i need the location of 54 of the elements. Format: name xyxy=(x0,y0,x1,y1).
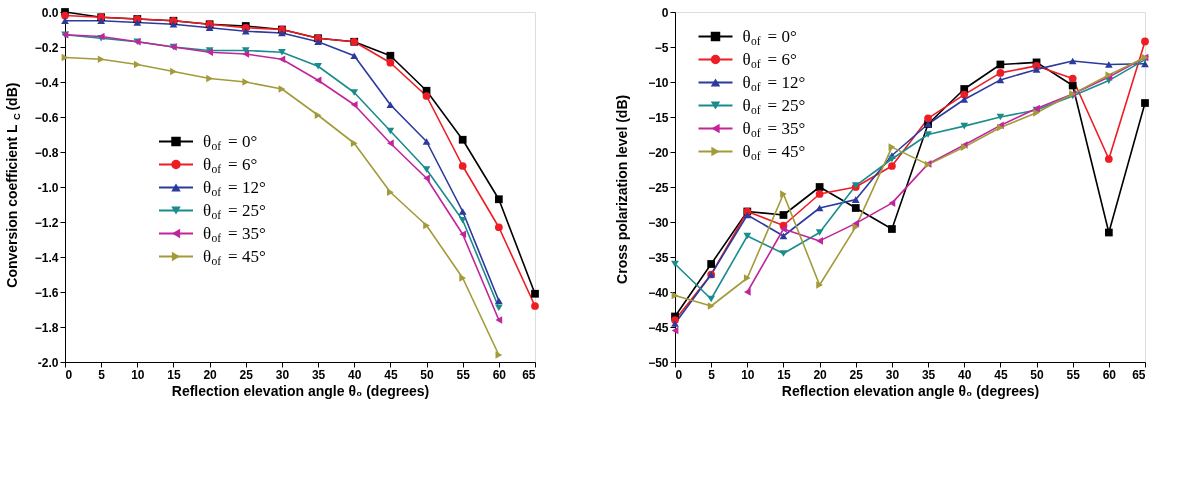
y-tick-label: −30 xyxy=(648,215,669,230)
x-axis-title: Reflection elevation angle θ₀ (degrees) xyxy=(781,382,1040,399)
x-tick-label: 35 xyxy=(921,367,936,382)
y-tick-label: −40 xyxy=(648,285,669,300)
y-tick-label: 0 xyxy=(661,5,669,20)
x-tick-label: 20 xyxy=(813,367,828,382)
y-tick-label: −50 xyxy=(648,355,669,370)
x-tick-label: 10 xyxy=(741,367,755,382)
x-tick-label: 30 xyxy=(885,367,900,382)
y-tick-label: −0.4 xyxy=(34,75,59,90)
x-tick-label: 40 xyxy=(348,367,362,382)
y-tick-label: −10 xyxy=(648,75,669,90)
x-tick-label: 40 xyxy=(958,367,972,382)
x-tick-label: 25 xyxy=(239,367,254,382)
y-tick-label: −20 xyxy=(648,145,669,160)
x-tick-label: 50 xyxy=(420,367,435,382)
y-tick-label: −1.6 xyxy=(34,285,59,300)
x-tick-label: 55 xyxy=(1066,367,1081,382)
y-axis-title: Cross polarization level (dB) xyxy=(614,94,630,284)
x-tick-label: 50 xyxy=(1030,367,1045,382)
x-tick-label: 5 xyxy=(708,367,716,382)
y-tick-label: -1.0 xyxy=(37,180,59,195)
x-tick-label: 0 xyxy=(65,367,73,382)
y-tick-label: −15 xyxy=(648,110,669,125)
x-tick-label: 10 xyxy=(131,367,145,382)
y-tick-label: −0.8 xyxy=(34,145,59,160)
y-tick-label: −0.6 xyxy=(34,110,59,125)
x-tick-label: 60 xyxy=(492,367,507,382)
x-tick-label: 35 xyxy=(311,367,326,382)
y-tick-label: −45 xyxy=(648,320,669,335)
x-tick-label: 55 xyxy=(456,367,471,382)
y-tick-label: 0.0 xyxy=(41,5,59,20)
x-tick-label: 45 xyxy=(994,367,1008,382)
y-tick-label: −35 xyxy=(648,250,669,265)
y-tick-label: −5 xyxy=(654,40,669,55)
x-tick-label: 25 xyxy=(849,367,864,382)
x-tick-label: 30 xyxy=(275,367,290,382)
y-tick-label: −0.2 xyxy=(34,40,59,55)
y-tick-label: −1.2 xyxy=(34,215,59,230)
y-tick-label: -2.0 xyxy=(37,355,59,370)
x-tick-label: 60 xyxy=(1102,367,1117,382)
y-tick-label: −1.8 xyxy=(34,320,59,335)
x-axis-title: Reflection elevation angle θ₀ (degrees) xyxy=(171,382,430,399)
x-tick-label: 65 xyxy=(1132,367,1146,382)
x-tick-label: 15 xyxy=(167,367,181,382)
x-tick-label: 45 xyxy=(384,367,398,382)
y-tick-label: −25 xyxy=(648,180,669,195)
y-tick-label: −1.4 xyxy=(34,250,59,265)
x-tick-label: 65 xyxy=(522,367,536,382)
x-tick-label: 0 xyxy=(675,367,683,382)
x-tick-label: 20 xyxy=(203,367,218,382)
y-axis-title: Conversion coefficient LC (dB) xyxy=(4,82,23,288)
x-tick-label: 5 xyxy=(98,367,106,382)
x-tick-label: 15 xyxy=(777,367,791,382)
